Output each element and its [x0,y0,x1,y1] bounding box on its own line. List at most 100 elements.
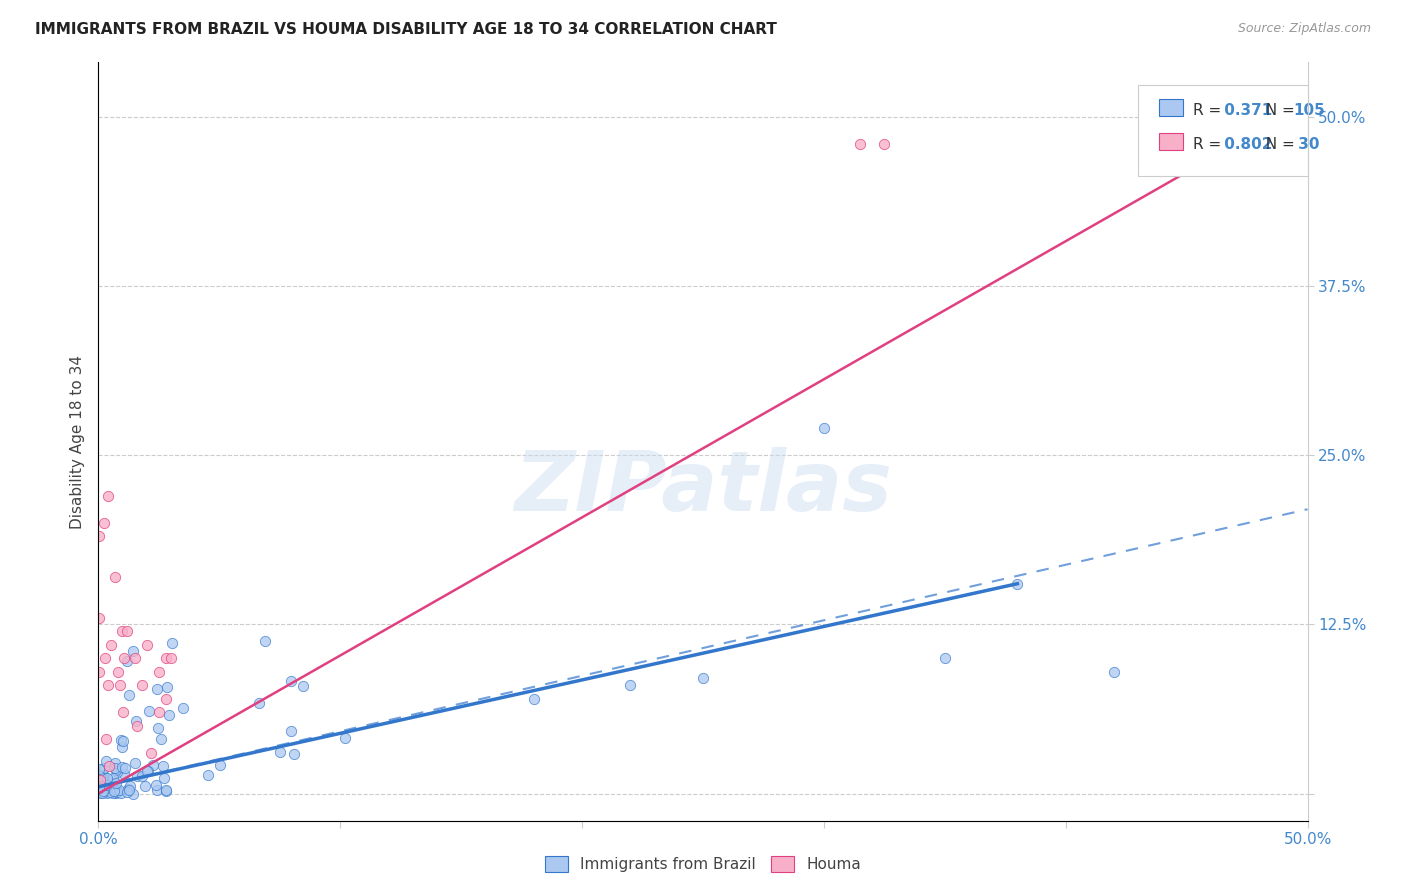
Point [96,781,118,796]
Point [155,784,177,798]
Point [155,782,177,797]
Point [149,732,172,747]
Point [280,723,302,738]
Point [91,772,114,787]
Point [148,706,170,720]
Point [135,638,157,652]
Point [152,759,174,773]
Point [849,136,872,151]
Point [94,771,117,785]
Point [87,771,110,785]
Point [105,785,128,799]
Point [692,672,714,686]
Point [94,785,117,799]
Point [111,624,134,639]
Point [103,783,125,797]
Point [155,651,177,665]
Point [152,771,174,785]
Point [96,754,118,768]
Point [98,781,121,796]
Point [90,778,112,792]
Point [111,739,134,754]
Point [94,651,117,665]
Point [104,763,127,777]
Point [111,760,134,774]
Point [134,779,156,793]
Point [97,489,120,503]
Point [91,784,114,798]
Point [97,678,120,692]
Point [122,644,145,658]
Point [160,636,183,650]
Point [91,786,114,800]
Text: 105: 105 [1294,103,1324,118]
Point [146,682,169,697]
Point [90,783,112,797]
Point [112,767,135,781]
Point [619,678,641,692]
Point [94,779,117,793]
Point [254,634,277,648]
Point [125,714,148,728]
Point [145,783,167,797]
Point [117,782,139,797]
Point [94,782,117,797]
Point [120,779,142,793]
Point [89,780,111,794]
Text: 0.802: 0.802 [1219,136,1272,152]
Point [89,771,111,785]
Point [136,764,159,779]
Point [125,719,148,733]
FancyBboxPatch shape [1159,99,1182,116]
Point [138,704,160,718]
FancyBboxPatch shape [1139,85,1308,177]
Point [333,731,356,746]
Point [172,700,194,714]
Text: Source: ZipAtlas.com: Source: ZipAtlas.com [1237,22,1371,36]
Point [523,691,546,706]
Point [873,136,896,151]
Point [247,697,270,711]
Text: 30: 30 [1294,136,1320,152]
Point [93,761,115,775]
Point [114,761,136,775]
Text: R =: R = [1192,136,1226,152]
Point [96,771,118,785]
Point [89,780,111,795]
Point [131,678,153,692]
Point [1102,665,1125,679]
Point [91,773,114,788]
Point [145,778,167,792]
Point [101,786,124,800]
Point [110,732,132,747]
Point [142,757,165,772]
Point [108,678,131,692]
Point [90,776,112,790]
Point [87,780,110,795]
Point [283,747,305,762]
Point [157,707,180,722]
Point [934,651,956,665]
Point [87,610,110,624]
Text: N =: N = [1256,103,1299,118]
Point [89,769,111,783]
Point [96,786,118,800]
Point [107,665,129,679]
Point [93,516,115,530]
Point [101,772,124,786]
Point [813,421,835,435]
Point [105,786,128,800]
Point [87,665,110,679]
Point [131,769,153,783]
Point [127,769,149,783]
Point [105,775,128,789]
Point [90,786,112,800]
Point [197,768,219,782]
Point [105,781,128,796]
Point [124,756,146,771]
Point [91,772,114,787]
Point [269,745,291,759]
Text: 0.371: 0.371 [1219,103,1272,118]
Point [104,756,127,770]
Point [98,759,121,773]
